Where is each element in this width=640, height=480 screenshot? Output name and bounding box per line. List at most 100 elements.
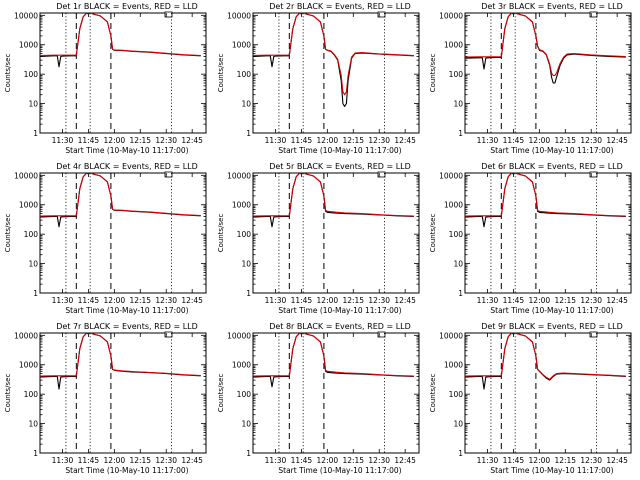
x-tick-label: 11:45 bbox=[78, 296, 100, 305]
x-tick-label: 12:30 bbox=[155, 456, 177, 465]
plot-data bbox=[465, 333, 626, 390]
x-tick-label: 12:45 bbox=[181, 456, 203, 465]
x-tick-label: 12:45 bbox=[606, 456, 628, 465]
y-tick-label: 10 bbox=[28, 260, 38, 269]
series-line-events bbox=[40, 13, 201, 68]
x-axis-label: Start Time (10-May-10 11:17:00) bbox=[490, 306, 613, 315]
y-tick-label: 10000 bbox=[14, 171, 38, 180]
x-tick-label: 11:45 bbox=[78, 136, 100, 145]
top-marker bbox=[589, 171, 598, 178]
y-axis-label: Counts/sec bbox=[217, 54, 225, 93]
plot-panel-7: 1 10 100 1000 10000 11:30 11:45 12:00 12:15 12:30… bbox=[4, 322, 207, 475]
x-tick-label: 12:00 bbox=[529, 296, 551, 305]
x-tick-label: 11:30 bbox=[52, 456, 74, 465]
y-tick-label: 1 bbox=[458, 129, 463, 138]
top-marker bbox=[589, 331, 598, 338]
x-tick-label: 11:45 bbox=[291, 296, 313, 305]
y-tick-label: 10 bbox=[28, 100, 38, 109]
x-tick-label: 12:45 bbox=[181, 136, 203, 145]
x-tick-label: 12:30 bbox=[368, 296, 390, 305]
series-line-lld bbox=[253, 173, 414, 217]
x-axis-label: Start Time (10-May-10 11:17:00) bbox=[65, 466, 188, 475]
y-tick-label: 1000 bbox=[444, 201, 463, 210]
plot-panel-8: 1 10 100 1000 10000 11:30 11:45 12:00 12:15 12:30… bbox=[217, 322, 420, 475]
y-tick-label: 100 bbox=[237, 70, 252, 79]
y-axis-label: Counts/sec bbox=[4, 54, 12, 93]
plot-panel-9: 1 10 100 1000 10000 11:30 11:45 12:00 12:15 12:30… bbox=[429, 322, 632, 475]
x-tick-label: 11:45 bbox=[503, 456, 525, 465]
top-marker bbox=[589, 11, 598, 18]
y-tick-label: 100 bbox=[449, 70, 464, 79]
x-tick-label: 12:30 bbox=[580, 456, 602, 465]
y-tick-label: 100 bbox=[24, 70, 39, 79]
panel-title: Det 7r BLACK = Events, RED = LLD bbox=[56, 322, 198, 331]
y-tick-label: 10000 bbox=[439, 331, 463, 340]
panel-title: Det 8r BLACK = Events, RED = LLD bbox=[269, 322, 411, 331]
x-tick-label: 11:45 bbox=[503, 296, 525, 305]
y-tick-label: 10 bbox=[28, 420, 38, 429]
x-axis-label: Start Time (10-May-10 11:17:00) bbox=[278, 466, 401, 475]
plot-data bbox=[465, 13, 626, 84]
x-tick-label: 12:00 bbox=[317, 296, 339, 305]
x-tick-label: 12:15 bbox=[129, 136, 151, 145]
x-tick-label: 12:00 bbox=[317, 136, 339, 145]
y-tick-label: 10000 bbox=[14, 11, 38, 20]
plot-data bbox=[253, 173, 414, 228]
y-tick-label: 1000 bbox=[444, 361, 463, 370]
plot-frame bbox=[464, 12, 632, 134]
top-marker bbox=[377, 171, 386, 178]
y-tick-label: 10000 bbox=[227, 11, 251, 20]
x-tick-label: 12:15 bbox=[554, 136, 576, 145]
series-line-lld bbox=[40, 333, 201, 377]
y-axis-label: Counts/sec bbox=[429, 54, 437, 93]
series-line-events bbox=[253, 13, 414, 107]
x-tick-label: 11:30 bbox=[52, 296, 74, 305]
x-tick-label: 12:15 bbox=[342, 456, 364, 465]
panel-title: Det 5r BLACK = Events, RED = LLD bbox=[269, 162, 411, 171]
y-tick-label: 100 bbox=[237, 390, 252, 399]
x-tick-label: 12:30 bbox=[580, 296, 602, 305]
x-tick-label: 11:30 bbox=[265, 136, 287, 145]
y-tick-label: 1 bbox=[33, 289, 38, 298]
series-line-lld bbox=[253, 13, 414, 96]
x-tick-label: 12:00 bbox=[529, 456, 551, 465]
x-axis-label: Start Time (10-May-10 11:17:00) bbox=[490, 146, 613, 155]
x-tick-label: 11:30 bbox=[477, 136, 499, 145]
x-tick-label: 11:30 bbox=[52, 136, 74, 145]
y-tick-label: 10000 bbox=[14, 331, 38, 340]
plot-frame bbox=[464, 172, 632, 294]
y-tick-label: 1000 bbox=[19, 201, 38, 210]
x-tick-label: 12:45 bbox=[394, 296, 416, 305]
x-tick-label: 11:30 bbox=[477, 456, 499, 465]
panel-title: Det 3r BLACK = Events, RED = LLD bbox=[481, 2, 623, 11]
plot-frame bbox=[252, 12, 420, 134]
y-tick-label: 1 bbox=[458, 289, 463, 298]
plot-frame bbox=[39, 12, 207, 134]
x-tick-label: 12:00 bbox=[317, 456, 339, 465]
top-marker bbox=[377, 331, 386, 338]
x-tick-label: 12:15 bbox=[554, 456, 576, 465]
y-tick-label: 10 bbox=[453, 100, 463, 109]
x-axis-label: Start Time (10-May-10 11:17:00) bbox=[65, 146, 188, 155]
plot-frame bbox=[39, 172, 207, 294]
x-tick-label: 11:30 bbox=[477, 296, 499, 305]
x-tick-label: 12:15 bbox=[129, 456, 151, 465]
plot-panel-1: 1 10 100 1000 10000 11:30 11:45 12:00 12:15 12:30… bbox=[4, 2, 207, 155]
plot-frame bbox=[464, 332, 632, 454]
plot-data bbox=[40, 13, 201, 68]
top-marker bbox=[377, 11, 386, 18]
plot-data bbox=[253, 13, 414, 107]
x-axis-label: Start Time (10-May-10 11:17:00) bbox=[490, 466, 613, 475]
x-tick-label: 12:30 bbox=[580, 136, 602, 145]
plot-data bbox=[253, 333, 414, 388]
y-tick-label: 10 bbox=[241, 100, 251, 109]
plot-panel-2: 1 10 100 1000 10000 11:30 11:45 12:00 12:15 12:30… bbox=[217, 2, 420, 155]
x-tick-label: 11:45 bbox=[291, 456, 313, 465]
x-tick-label: 12:15 bbox=[342, 136, 364, 145]
y-tick-label: 1 bbox=[246, 129, 251, 138]
top-marker bbox=[164, 331, 173, 338]
x-tick-label: 12:30 bbox=[155, 296, 177, 305]
y-axis-label: Counts/sec bbox=[429, 214, 437, 253]
y-tick-label: 1 bbox=[33, 129, 38, 138]
x-tick-label: 12:30 bbox=[368, 456, 390, 465]
